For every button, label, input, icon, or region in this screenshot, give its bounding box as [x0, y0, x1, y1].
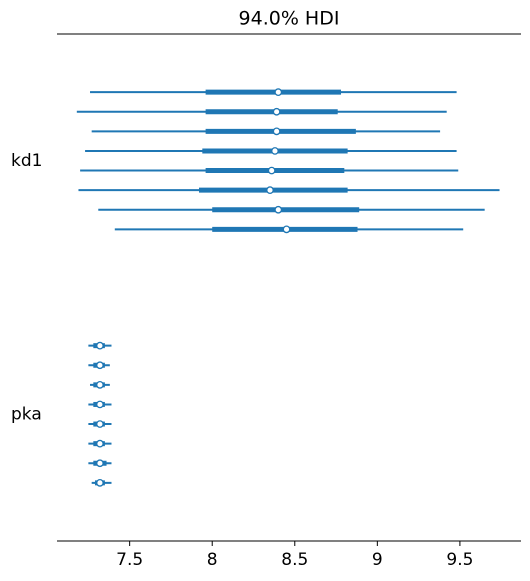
- median-point: [271, 147, 279, 155]
- median-point: [96, 380, 104, 389]
- median-point: [96, 478, 104, 487]
- median-point: [282, 225, 291, 234]
- group-label: pka: [11, 404, 42, 424]
- group-label: kd1: [11, 151, 42, 171]
- median-point: [96, 439, 104, 448]
- x-tick-label: 7.5: [116, 550, 143, 570]
- median-point: [96, 459, 104, 468]
- median-point: [274, 205, 283, 214]
- median-point: [96, 361, 104, 370]
- x-tick-label: 9.5: [446, 550, 473, 570]
- median-point: [272, 107, 281, 116]
- median-point: [266, 186, 274, 194]
- median-point: [96, 341, 104, 350]
- median-point: [96, 420, 104, 428]
- x-tick-label: 8.5: [281, 550, 308, 570]
- median-point: [272, 127, 281, 136]
- x-tick-label: 8: [207, 550, 218, 570]
- median-point: [274, 88, 283, 97]
- median-point: [96, 400, 104, 409]
- median-point: [267, 166, 276, 175]
- x-tick-label: 9: [372, 550, 383, 570]
- chart-title: 94.0% HDI: [239, 8, 340, 30]
